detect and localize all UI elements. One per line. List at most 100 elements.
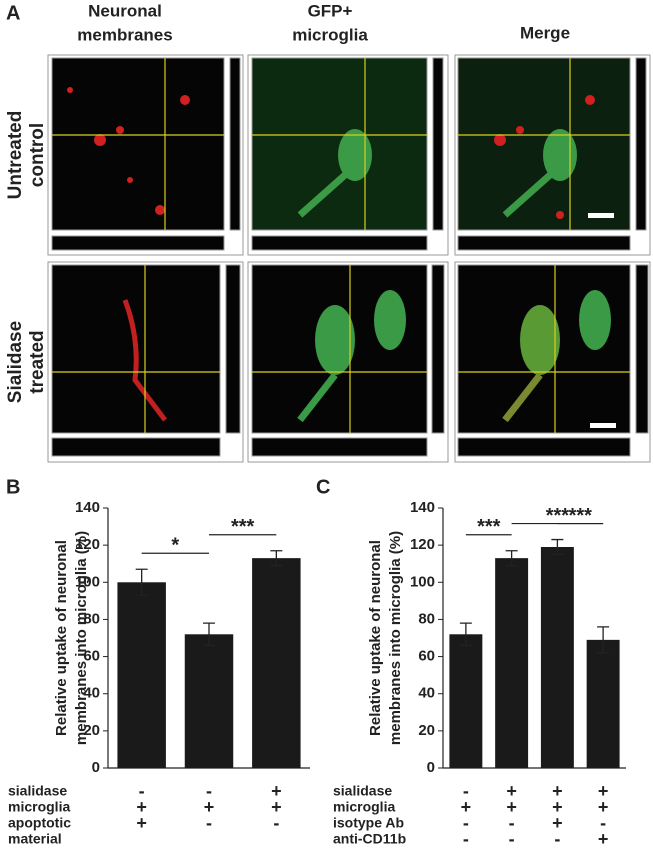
error-bar <box>135 568 148 596</box>
column-heading: Merge <box>520 23 570 42</box>
condition-sign: + <box>204 797 215 817</box>
condition-sign: + <box>461 797 472 817</box>
scale-bar <box>590 423 616 428</box>
y-tick-label: 140 <box>75 499 100 516</box>
y-tick-label: 40 <box>83 685 100 702</box>
condition-sign: + <box>552 781 563 801</box>
condition-sign: - <box>273 813 279 833</box>
error-bar <box>551 538 564 556</box>
scale-bar <box>588 213 614 218</box>
image <box>432 57 444 231</box>
condition-sign: - <box>509 829 515 849</box>
y-tick-label: 60 <box>418 648 435 665</box>
significance-label: *** <box>477 516 501 538</box>
cell <box>297 372 338 423</box>
condition-sign: + <box>598 829 609 849</box>
image <box>225 264 241 434</box>
bar <box>252 558 301 768</box>
image <box>251 57 428 231</box>
condition-sign: - <box>509 813 515 833</box>
panel-letter: C <box>316 476 330 498</box>
y-axis-label: membranes into microglia (%) <box>387 531 404 745</box>
image <box>251 235 428 251</box>
condition-label: isotype Ab <box>333 815 404 831</box>
image <box>51 235 225 251</box>
y-tick-label: 60 <box>83 648 100 665</box>
cell <box>338 129 372 181</box>
image <box>229 57 241 231</box>
y-tick-label: 20 <box>418 722 435 739</box>
y-axis-label: membranes into microglia (%) <box>73 531 90 745</box>
frame <box>247 54 449 256</box>
condition-sign: + <box>271 797 282 817</box>
cell <box>502 372 543 423</box>
condition-sign: + <box>552 813 563 833</box>
y-tick-label: 80 <box>83 610 100 627</box>
condition-sign: - <box>206 781 212 801</box>
condition-sign: - <box>554 829 560 849</box>
y-tick-label: 0 <box>427 759 435 776</box>
condition-sign: - <box>600 813 606 833</box>
condition-sign: + <box>506 797 517 817</box>
column-heading: GFP+ <box>308 1 353 20</box>
red-signal <box>122 299 167 422</box>
condition-sign: + <box>136 813 147 833</box>
micrographs <box>47 54 651 463</box>
image <box>635 57 647 231</box>
image <box>51 57 225 231</box>
bar <box>586 639 620 768</box>
bar <box>495 558 529 768</box>
condition-sign: - <box>463 781 469 801</box>
row-heading: treated <box>27 330 48 393</box>
bar <box>117 582 166 768</box>
condition-sign: + <box>136 797 147 817</box>
condition-label: sialidase <box>8 783 67 799</box>
condition-sign: + <box>598 781 609 801</box>
condition-sign: - <box>463 813 469 833</box>
condition-sign: - <box>206 813 212 833</box>
y-tick-label: 120 <box>410 536 435 553</box>
significance-label: *** <box>569 505 593 527</box>
y-tick-label: 100 <box>410 573 435 590</box>
cell <box>543 129 577 181</box>
significance-label: *** <box>546 505 570 527</box>
error-bar <box>459 622 472 647</box>
cell <box>297 172 348 218</box>
condition-sign: - <box>139 781 145 801</box>
condition-sign: + <box>506 781 517 801</box>
y-tick-label: 40 <box>418 685 435 702</box>
error-bar <box>505 550 518 567</box>
column-heading: microglia <box>292 25 368 44</box>
cell <box>502 172 553 218</box>
row-heading: Sialidase <box>5 321 26 403</box>
y-tick-label: 20 <box>83 722 100 739</box>
frame <box>454 54 651 256</box>
frame <box>454 261 651 463</box>
condition-label: microglia <box>8 799 70 815</box>
y-tick-label: 100 <box>75 573 100 590</box>
condition-sign: + <box>271 781 282 801</box>
panel-letter: A <box>6 2 20 24</box>
condition-label: microglia <box>333 799 395 815</box>
image <box>51 437 221 457</box>
condition-sign: + <box>598 797 609 817</box>
condition-label: anti-CD11b <box>333 831 406 847</box>
column-heading: Neuronal <box>88 1 162 20</box>
cell <box>374 290 406 350</box>
y-tick-label: 140 <box>410 499 435 516</box>
row-heading: Untreated <box>5 111 26 200</box>
image <box>457 235 631 251</box>
y-axis-label: Relative uptake of neuronal <box>53 540 70 736</box>
condition-label: material <box>8 831 62 847</box>
bar <box>540 547 574 768</box>
cell <box>579 290 611 350</box>
condition-sign: + <box>552 797 563 817</box>
error-bar <box>597 626 610 654</box>
y-tick-label: 80 <box>418 610 435 627</box>
bar <box>449 634 483 768</box>
cell <box>520 305 560 375</box>
red-signal <box>67 87 190 215</box>
y-axis-label: Relative uptake of neuronal <box>367 540 384 736</box>
y-tick-label: 0 <box>92 759 100 776</box>
